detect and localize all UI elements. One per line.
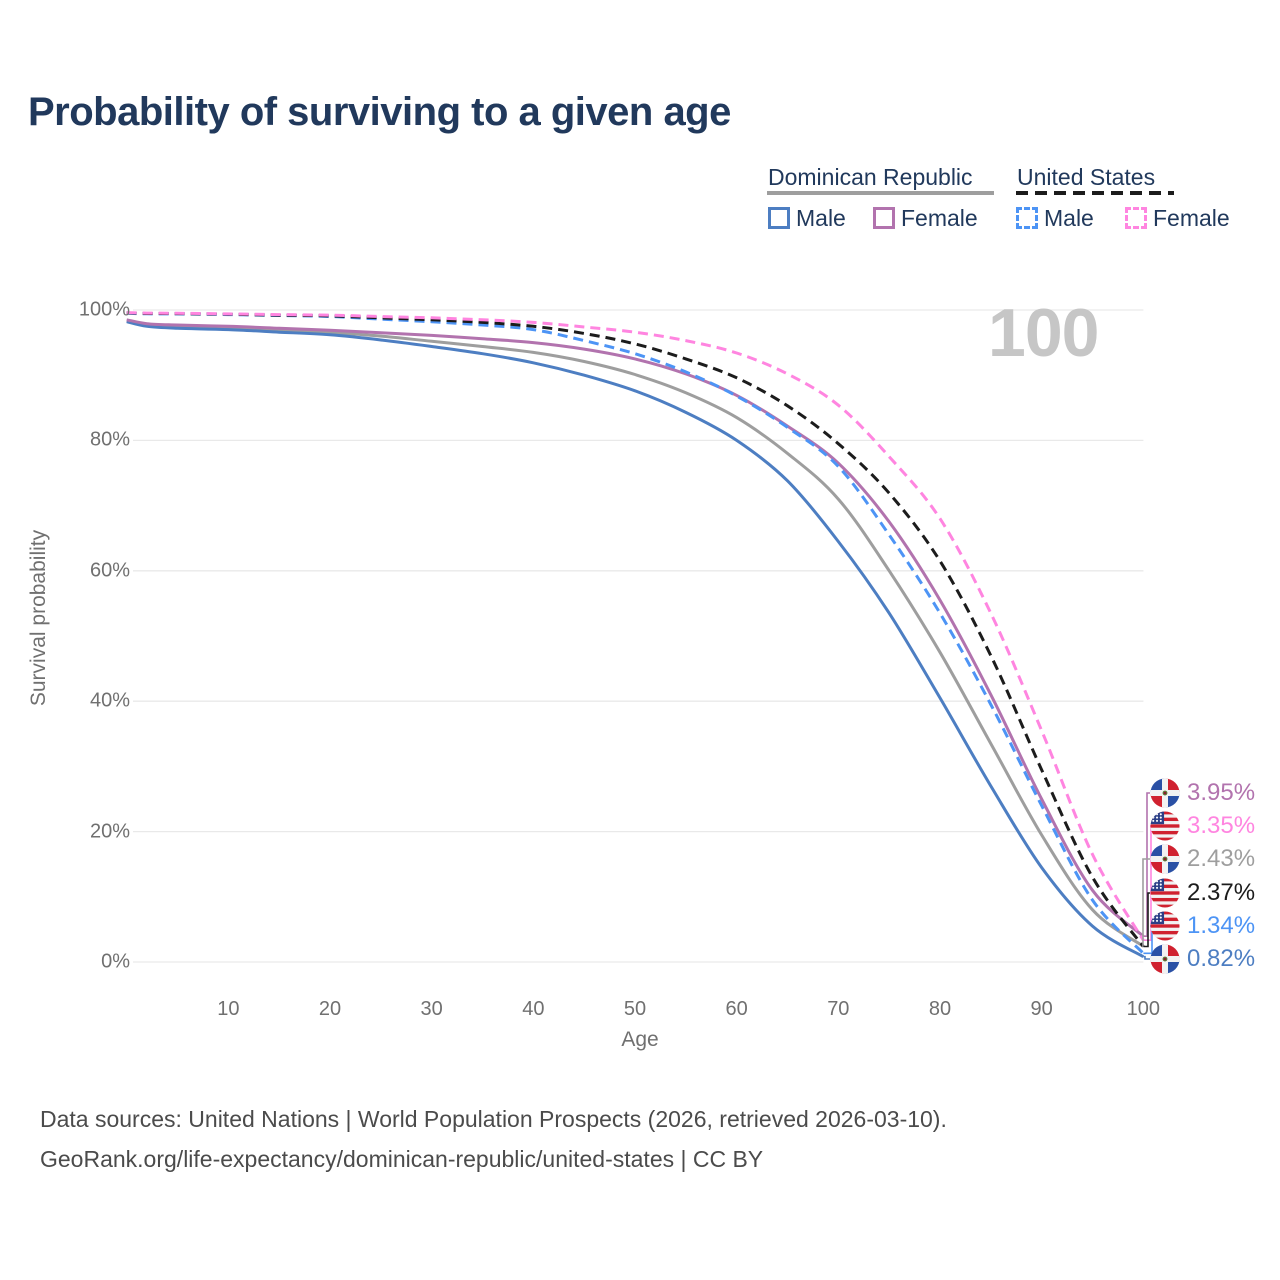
end-label-row-united-states-total: 2.37%: [1150, 877, 1255, 909]
legend-item-label: Male: [1044, 204, 1094, 231]
y-axis-label: Survival probability: [27, 529, 50, 707]
legend-item-label: Male: [796, 204, 846, 231]
us-female-swatch-icon[interactable]: [1125, 207, 1147, 229]
legend-item-dr-male[interactable]: Male: [768, 204, 846, 232]
legend-item-us-male[interactable]: Male: [1016, 204, 1094, 232]
x-tick-label: 40: [522, 998, 545, 1020]
legend-item-label: Female: [901, 204, 978, 231]
end-label-value: 3.95%: [1187, 779, 1256, 806]
page-title: Probability of surviving to a given age: [28, 90, 731, 134]
us-male-swatch-icon[interactable]: [1016, 207, 1038, 229]
y-tick-label: 100%: [78, 298, 130, 321]
end-label-leader-line: [1143, 792, 1150, 937]
end-label-leader-line: [1143, 892, 1150, 948]
attribution-link: GeoRank.org/life-expectancy/dominican-re…: [40, 1146, 764, 1172]
end-label-leader-line: [1143, 955, 1150, 960]
flag-dominican-republic-icon: [1150, 844, 1180, 874]
y-tick-label: 20%: [89, 820, 130, 843]
x-tick-label: 100: [1126, 998, 1160, 1020]
legend-group-united-states: United States: [1017, 164, 1156, 190]
x-tick-label: 70: [827, 998, 850, 1020]
flag-dominican-republic-icon: [1150, 778, 1180, 808]
flag-dominican-republic-icon: [1150, 944, 1180, 974]
y-tick-label: 40%: [89, 689, 130, 712]
x-tick-label: 80: [928, 998, 952, 1020]
x-tick-label: 10: [217, 998, 240, 1020]
legend-line-sample-solid: [767, 191, 994, 195]
y-tick-label: 60%: [89, 559, 130, 582]
x-tick-label: 90: [1030, 998, 1053, 1020]
flag-united-states-icon: [1150, 878, 1180, 908]
end-label-leader-line: [1142, 858, 1150, 947]
x-tick-label: 60: [725, 998, 748, 1020]
x-tick-label: 20: [318, 998, 342, 1020]
end-label-row-dominican-republic-total: 2.43%: [1150, 843, 1255, 875]
end-label-value: 1.34%: [1187, 912, 1256, 939]
end-label-row-dominican-republic-female: 3.95%: [1150, 777, 1255, 809]
series-line-dominican-republic-male[interactable]: [126, 320, 1145, 958]
end-label-value: 2.43%: [1187, 845, 1256, 872]
hovered-age-watermark: 100: [988, 295, 1099, 371]
y-tick-label: 0%: [101, 950, 130, 973]
y-tick-label: 80%: [89, 428, 130, 451]
end-label-value: 2.37%: [1187, 879, 1256, 906]
legend-line-sample-dashed: [1016, 191, 1174, 195]
legend-item-us-female[interactable]: Female: [1125, 204, 1230, 232]
flag-united-states-icon: [1150, 911, 1180, 941]
end-label-value: 0.82%: [1187, 945, 1256, 972]
flag-united-states-icon: [1150, 811, 1180, 841]
series-line-united-states-male[interactable]: [126, 311, 1145, 955]
end-label-row-united-states-male: 1.34%: [1150, 910, 1255, 942]
x-axis-label: Age: [621, 1028, 659, 1051]
legend-item-dr-female[interactable]: Female: [873, 204, 978, 232]
end-label-row-dominican-republic-male: 0.82%: [1150, 943, 1255, 975]
series-line-dominican-republic-total[interactable]: [126, 319, 1145, 948]
legend-group-dominican-republic: Dominican Republic: [768, 164, 973, 190]
series-line-united-states-total[interactable]: [126, 311, 1145, 948]
series-line-united-states-female[interactable]: [126, 311, 1145, 941]
x-tick-label: 50: [623, 998, 647, 1020]
legend-item-label: Female: [1153, 204, 1230, 231]
end-label-row-united-states-female: 3.35%: [1150, 810, 1255, 842]
dr-male-swatch-icon[interactable]: [768, 207, 790, 229]
x-tick-label: 30: [420, 998, 443, 1020]
end-label-value: 3.35%: [1187, 812, 1256, 839]
data-sources-note: Data sources: United Nations | World Pop…: [40, 1106, 947, 1132]
series-line-dominican-republic-female[interactable]: [126, 318, 1145, 938]
dr-female-swatch-icon[interactable]: [873, 207, 895, 229]
